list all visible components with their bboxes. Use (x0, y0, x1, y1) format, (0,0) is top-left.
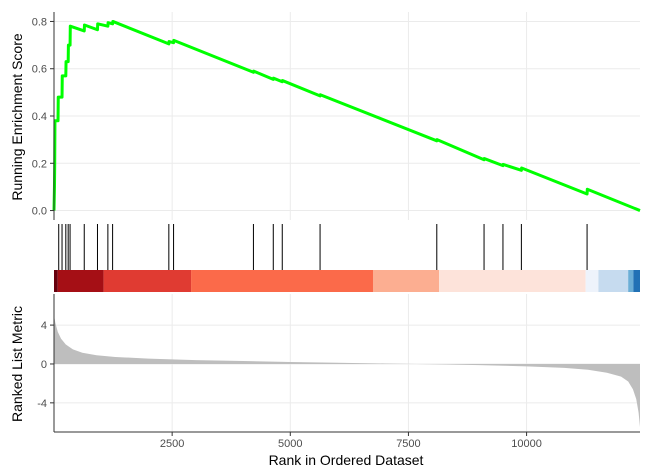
ranked-metric-area (54, 315, 640, 428)
color-bar-segment (598, 270, 629, 292)
color-bar-segment (633, 270, 640, 292)
x-tick-label: 5000 (278, 438, 302, 450)
top-panel-grid (54, 12, 640, 220)
color-bar-segment (103, 270, 192, 292)
bottom-panel-y-ticks: 4 0 -4 (37, 320, 54, 410)
running-es-line (52, 19, 641, 212)
color-bar-segment (57, 270, 104, 292)
x-tick-label: 10000 (511, 438, 542, 450)
top-y-tick-label: 0.8 (32, 16, 47, 28)
rank-color-bar (54, 270, 640, 292)
x-tick-label: 7500 (396, 438, 420, 450)
color-bar-segment (54, 270, 58, 292)
x-axis-title: Rank in Ordered Dataset (269, 452, 424, 468)
bottom-y-tick-label: -4 (37, 398, 47, 410)
color-bar-segment (191, 270, 373, 292)
color-bar-segment (585, 270, 599, 292)
color-bar-segment (628, 270, 634, 292)
top-y-tick-label: 0.0 (32, 206, 47, 218)
top-y-tick-label: 0.2 (32, 158, 47, 170)
bottom-panel-y-title: Ranked List Metric (9, 306, 25, 422)
top-y-tick-label: 0.6 (32, 64, 47, 76)
bottom-y-tick-label: 0 (41, 359, 47, 371)
color-bar-segment (372, 270, 440, 292)
top-y-tick-label: 0.4 (32, 111, 47, 123)
x-axis-ticks: 2500 5000 7500 10000 (160, 432, 542, 450)
top-panel-y-title: Running Enrichment Score (9, 33, 25, 201)
color-bar-segment (439, 270, 586, 292)
top-panel-y-ticks: 0.0 0.2 0.4 0.6 0.8 (32, 16, 54, 218)
x-tick-label: 2500 (160, 438, 184, 450)
gene-hit-markers (58, 224, 588, 270)
bottom-y-tick-label: 4 (41, 320, 47, 332)
